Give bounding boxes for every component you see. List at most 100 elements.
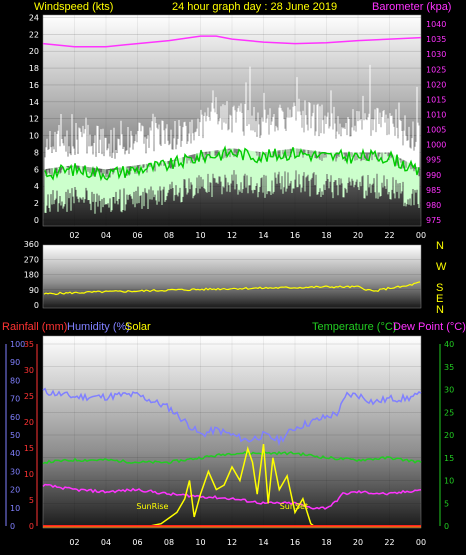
legend-dew-point: Dew Point (°C)	[393, 321, 466, 333]
wind-x-tick-label: 04	[101, 231, 111, 240]
humidity-tick-label: 90	[10, 358, 20, 367]
climate-x-tick-label: 10	[195, 538, 205, 547]
wind-x-tick-label: 20	[353, 231, 363, 240]
wind-tick-label: 4	[34, 182, 39, 191]
compass-label: E	[436, 293, 443, 305]
humidity-line	[42, 387, 422, 447]
climate-x-tick-label: 16	[290, 538, 300, 547]
rainfall-tick-label: 35	[24, 340, 34, 349]
humidity-tick-label: 100	[10, 340, 25, 349]
dew-point-line	[42, 483, 422, 510]
rainfall-tick-label: 30	[24, 366, 34, 375]
barometer-tick-label: 990	[426, 171, 441, 180]
wind-direction-plot	[42, 244, 422, 309]
sunrise-label: SunRise	[136, 502, 168, 511]
barometer-tick-label: 1040	[426, 20, 446, 29]
wind-tick-label: 10	[29, 132, 39, 141]
wind-x-tick-label: 14	[258, 231, 268, 240]
temperature-line	[42, 451, 422, 465]
temperature-tick-label: 15	[444, 454, 454, 463]
solar-line	[149, 444, 315, 527]
rainfall-tick-label: 10	[24, 470, 34, 479]
legend-solar: Solar	[125, 321, 151, 333]
direction-tick-label: 360	[24, 240, 39, 249]
wind-x-tick-label: 10	[195, 231, 205, 240]
barometer-tick-label: 1030	[426, 50, 446, 59]
rainfall-tick-label: 25	[24, 392, 34, 401]
wind-x-tick-label: 06	[132, 231, 142, 240]
wind-x-tick-label: 16	[290, 231, 300, 240]
wind-tick-label: 6	[34, 165, 39, 174]
wind-tick-label: 8	[34, 148, 39, 157]
climate-plot	[42, 335, 422, 529]
barometer-line	[42, 35, 422, 48]
wind-tick-label: 24	[29, 13, 39, 22]
direction-tick-label: 270	[24, 255, 39, 264]
climate-x-tick-label: 06	[132, 538, 142, 547]
climate-x-tick-label: 04	[101, 538, 111, 547]
wind-x-tick-label: 12	[227, 231, 237, 240]
humidity-tick-label: 10	[10, 504, 20, 513]
climate-x-tick-label: 20	[353, 538, 363, 547]
climate-x-tick-label: 18	[321, 538, 331, 547]
barometer-tick-label: 985	[426, 186, 441, 195]
temperature-tick-label: 30	[444, 386, 454, 395]
wind-x-tick-label: 00	[416, 231, 426, 240]
wind-x-tick-label: 08	[164, 231, 174, 240]
barometer-axis-label: Barometer (kpa)	[372, 1, 451, 13]
wind-x-tick-label: 22	[384, 231, 394, 240]
compass-label: N	[436, 304, 444, 316]
tick-labels: 0246810121416182022249759809859909951000…	[10, 13, 454, 547]
climate-x-tick-label: 22	[384, 538, 394, 547]
temperature-tick-label: 0	[444, 522, 449, 531]
humidity-tick-label: 30	[10, 467, 20, 476]
series-layer	[42, 35, 422, 528]
wind-tick-label: 22	[29, 30, 39, 39]
direction-tick-label: 180	[24, 271, 39, 280]
barometer-tick-label: 1000	[426, 141, 446, 150]
temperature-tick-label: 5	[444, 499, 449, 508]
rainfall-tick-label: 15	[24, 444, 34, 453]
climate-x-tick-label: 14	[258, 538, 268, 547]
humidity-tick-label: 0	[10, 522, 15, 531]
direction-tick-label: 0	[34, 301, 39, 310]
wind-tick-label: 18	[29, 64, 39, 73]
temperature-tick-label: 40	[444, 340, 454, 349]
legend-rainfall: Rainfall (mm)	[2, 321, 67, 333]
legend-humidity: Humidity (%)	[67, 321, 130, 333]
humidity-tick-label: 80	[10, 376, 20, 385]
legend-temperature: Temperature (°C)	[312, 321, 396, 333]
wind-direction-line	[43, 281, 421, 296]
rainfall-tick-label: 20	[24, 418, 34, 427]
humidity-tick-label: 40	[10, 449, 20, 458]
chart-title: 24 hour graph day : 28 June 2019	[172, 1, 337, 13]
sunset-label: SunSet	[280, 502, 308, 511]
barometer-tick-label: 975	[426, 216, 441, 225]
compass-label: S	[436, 282, 443, 294]
wind-tick-label: 16	[29, 81, 39, 90]
temperature-tick-label: 35	[444, 363, 454, 372]
humidity-tick-label: 20	[10, 486, 20, 495]
wind-tick-label: 0	[34, 216, 39, 225]
wind-x-tick-label: 02	[69, 231, 79, 240]
compass-label: W	[436, 261, 447, 273]
windspeed-axis-label: Windspeed (kts)	[34, 1, 113, 13]
wind-x-tick-label: 18	[321, 231, 331, 240]
wind-tick-label: 12	[29, 115, 39, 124]
wind-tick-label: 2	[34, 199, 39, 208]
barometer-tick-label: 1025	[426, 65, 446, 74]
humidity-tick-label: 70	[10, 395, 20, 404]
humidity-tick-label: 60	[10, 413, 20, 422]
direction-tick-label: 90	[29, 286, 39, 295]
barometer-tick-label: 1020	[426, 80, 446, 89]
rainfall-tick-label: 0	[29, 522, 34, 531]
climate-x-tick-label: 12	[227, 538, 237, 547]
barometer-tick-label: 995	[426, 156, 441, 165]
climate-x-tick-label: 02	[69, 538, 79, 547]
temperature-tick-label: 10	[444, 477, 454, 486]
wind-tick-label: 20	[29, 47, 39, 56]
humidity-tick-label: 50	[10, 431, 20, 440]
temperature-tick-label: 25	[444, 408, 454, 417]
wind-tick-label: 14	[29, 98, 39, 107]
